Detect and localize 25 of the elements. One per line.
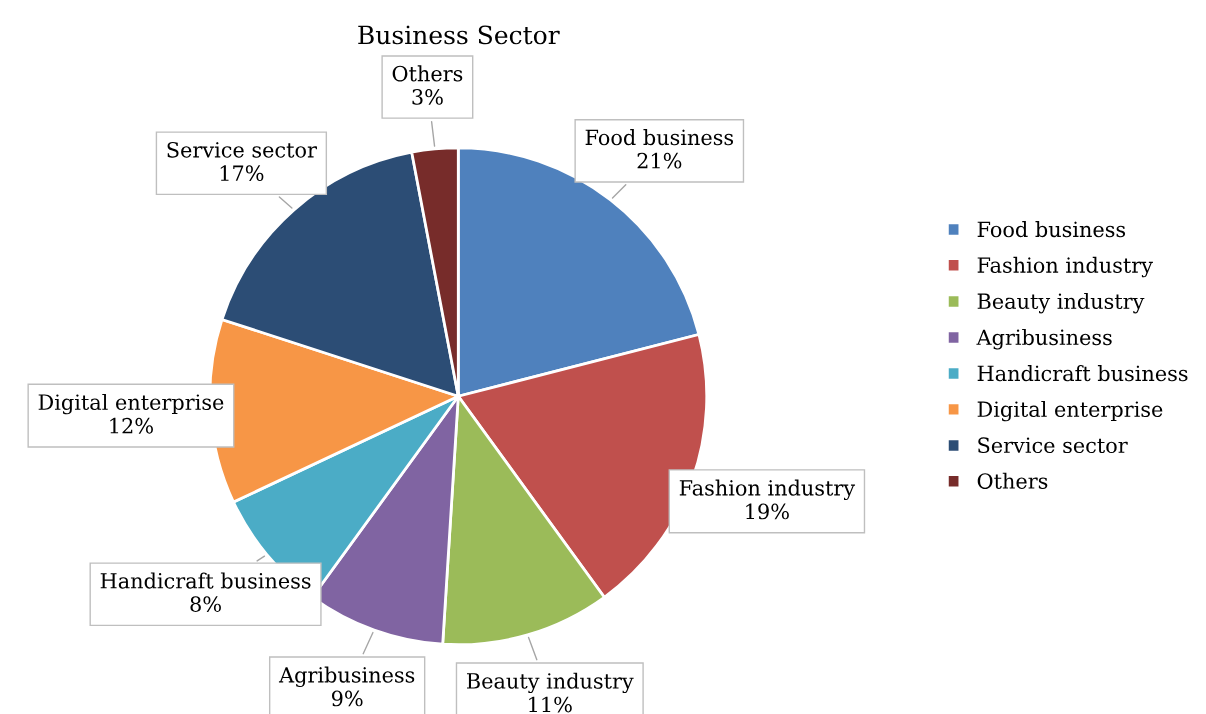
legend-label: Beauty industry (977, 292, 1145, 314)
data-label: 12% (110, 417, 153, 434)
slice-label: Fashion industry (679, 479, 856, 501)
slice-label: Agribusiness (278, 666, 415, 688)
slice-label: Food business (585, 129, 734, 146)
legend-label: Agribusiness (976, 329, 1112, 350)
legend-label: Service sector (978, 437, 1128, 454)
data-label: 19% (746, 503, 789, 520)
slice-label: Handicraft business (100, 572, 311, 589)
legend-label: Others (977, 472, 1048, 489)
data-label: 17% (220, 165, 264, 181)
legend-label: Fashion industry (977, 256, 1153, 278)
slice-label: Digital enterprise (38, 393, 224, 415)
data-label: 3% (412, 89, 443, 105)
chart-title: Business Sector (358, 25, 560, 45)
data-label: 21% (637, 152, 682, 169)
data-label: 8% (190, 596, 221, 612)
data-label: 9% (331, 690, 363, 707)
legend-label: Food business (977, 221, 1126, 238)
legend-label: Handicraft business (977, 365, 1188, 382)
slice-label: Service sector (167, 141, 317, 158)
slice-label: Others (392, 65, 463, 82)
data-label: 11% (529, 696, 572, 713)
slice-label: Beauty industry (467, 672, 634, 694)
legend-label: Digital enterprise (977, 400, 1163, 422)
